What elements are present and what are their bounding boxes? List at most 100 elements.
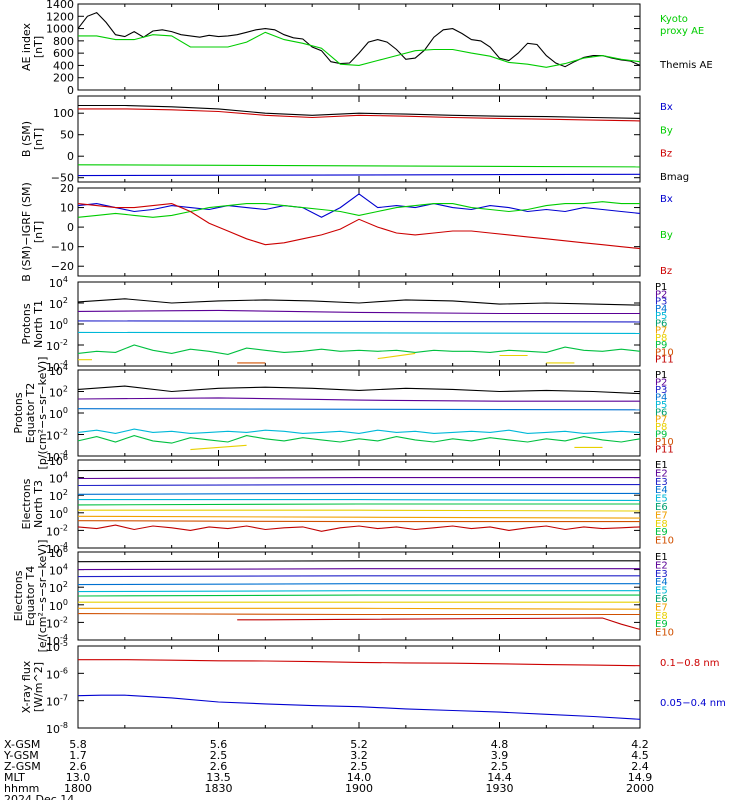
legend-label: P5: [655, 400, 667, 411]
y-tick-label: 10-4: [46, 449, 68, 464]
y-tick-exp: 4: [63, 471, 68, 480]
series-line-e7: [78, 509, 641, 512]
y-tick-label: 400: [53, 59, 74, 72]
y-axis-label: Electrons: [12, 570, 25, 621]
y-tick-label: 20: [60, 182, 74, 195]
y-axis-label: [nT]: [32, 221, 45, 243]
y-tick-exp: 4: [63, 363, 68, 372]
legend-label: E3: [655, 477, 668, 488]
y-tick-base: 10: [46, 696, 60, 709]
ephemeris-row-label: Z-GSM: [4, 760, 41, 773]
series-line-e6: [77, 503, 640, 506]
legend-label: Bz: [660, 266, 672, 277]
legend-label: P5: [655, 311, 667, 322]
y-axis-label: Electrons: [20, 478, 33, 529]
legend-label: E8: [655, 611, 668, 622]
legend-label: P1: [655, 282, 667, 293]
y-tick-label: 106: [49, 545, 68, 560]
y-tick-exp: 2: [63, 488, 68, 497]
y-tick-base: 10: [46, 668, 60, 681]
y-axis-label: Protons: [20, 303, 33, 344]
ephemeris-value: 2.5: [491, 760, 509, 773]
legend-label: proxy AE: [660, 26, 704, 37]
series-line-by: [77, 201, 640, 218]
series-line-e1: [77, 560, 640, 563]
series-line-e5: [78, 499, 641, 502]
ephemeris-value: 14.4: [487, 771, 512, 784]
series-line-e9: [77, 520, 640, 523]
panel-frame: [77, 281, 641, 367]
legend-label: E7: [655, 602, 668, 613]
legend-label: E4: [655, 577, 668, 588]
y-axis-label: Protons: [12, 392, 25, 433]
legend-label: E4: [655, 485, 668, 496]
y-tick-base: 10: [46, 525, 60, 538]
legend-label: E10: [655, 536, 674, 547]
y-tick-exp: -6: [60, 666, 68, 675]
y-tick-label: 0: [67, 150, 74, 163]
legend-label: P7: [655, 415, 667, 426]
legend-label: E10: [655, 628, 674, 639]
ephemeris-value: 5.6: [210, 738, 228, 751]
legend-label: 0.05−0.4 nm: [660, 698, 726, 709]
y-tick-label: 100: [49, 506, 68, 521]
series-line-p9: [77, 344, 641, 355]
ephemeris-value: 2.5: [350, 760, 368, 773]
ephemeris-value: 5.8: [69, 738, 87, 751]
y-tick-exp: 0: [63, 406, 68, 415]
y-tick-exp: 0: [63, 598, 68, 607]
legend-label: P11: [655, 355, 674, 366]
series-line-p9: [77, 435, 641, 444]
legend-label: P11: [655, 445, 674, 456]
ephemeris-value: 4.8: [491, 738, 509, 751]
y-tick-base: 10: [46, 617, 60, 630]
series-line-e2: [77, 477, 640, 480]
ephemeris-value: 4.2: [631, 738, 649, 751]
ephemeris-value: 1900: [345, 782, 373, 795]
y-axis-label: [W/m^2]: [32, 662, 45, 712]
y-tick-base: 10: [46, 451, 60, 464]
y-tick-base: 10: [49, 408, 63, 421]
y-tick-exp: 2: [63, 580, 68, 589]
y-tick-exp: 6: [63, 545, 68, 554]
legend-label: P8: [655, 422, 667, 433]
ephemeris-value: 2000: [626, 782, 654, 795]
legend-label: P7: [655, 326, 667, 337]
y-tick-label: 102: [49, 385, 68, 400]
ephemeris-value: 1.7: [69, 749, 87, 762]
series-line-p5: [77, 331, 641, 334]
y-tick-base: 10: [49, 387, 63, 400]
y-tick-label: 10-4: [46, 541, 68, 556]
series-line-p2: [77, 397, 640, 402]
y-tick-label: 100: [49, 317, 68, 332]
panel-frame: [77, 369, 641, 457]
legend-label: P6: [655, 407, 667, 418]
y-tick-base: 10: [49, 473, 63, 486]
ephemeris-value: 1800: [64, 782, 92, 795]
legend-label: P9: [655, 430, 667, 441]
y-tick-label: 10-2: [46, 338, 68, 353]
series-line-p1: [77, 298, 641, 306]
y-tick-base: 10: [46, 361, 60, 374]
y-tick-base: 10: [49, 298, 63, 311]
legend-label: E1: [655, 552, 668, 563]
y-tick-exp: 6: [63, 453, 68, 462]
y-tick-label: 104: [49, 363, 68, 378]
legend-label: E2: [655, 468, 668, 479]
y-axis-label: [nT]: [32, 128, 45, 150]
y-tick-label: 10-7: [46, 694, 68, 709]
legend-label: P1: [655, 370, 667, 381]
ephemeris-value: 3.9: [491, 749, 509, 762]
y-tick-exp: -2: [60, 523, 68, 532]
ephemeris-value: 2.5: [210, 749, 228, 762]
y-tick-exp: -4: [60, 633, 68, 642]
series-line-bz: [77, 203, 641, 250]
y-tick-label: 0: [67, 84, 74, 97]
y-tick-label: 102: [49, 296, 68, 311]
series-line-themis-ae: [77, 11, 641, 68]
y-tick-label: 600: [53, 47, 74, 60]
